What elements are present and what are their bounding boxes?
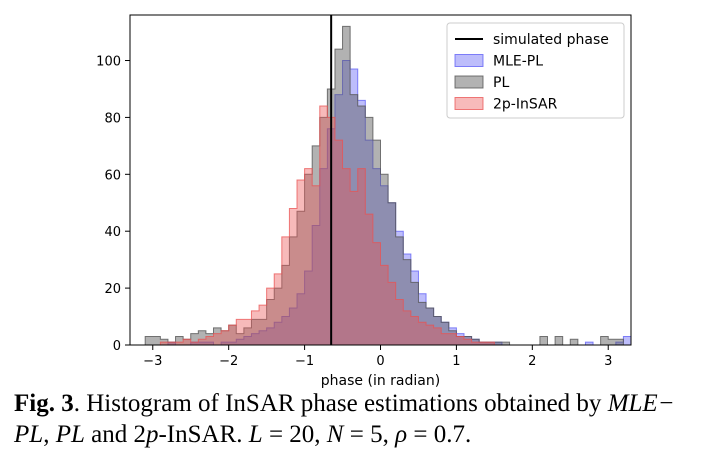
y-tick-label: 40 xyxy=(104,225,121,240)
x-axis-label: phase (in radian) xyxy=(321,373,440,389)
legend-entry: PL xyxy=(454,75,509,91)
caption-text: and 2 xyxy=(84,421,146,448)
y-tick-label: 20 xyxy=(104,282,121,297)
legend: simulated phase MLE-PL PL 2p-InSAR xyxy=(446,22,625,119)
caption-text: , xyxy=(43,421,56,448)
caption-math: ρ xyxy=(395,421,408,448)
legend-label: 2p-InSAR xyxy=(493,97,558,113)
x-tick-label: 2 xyxy=(528,354,536,369)
legend-box xyxy=(446,22,625,119)
x-tick-label: 1 xyxy=(452,354,460,369)
legend-label: simulated phase xyxy=(493,32,609,48)
caption-math: MLE− xyxy=(607,390,675,417)
legend-entry: 2p-InSAR xyxy=(454,97,558,113)
caption-math: p xyxy=(145,421,159,448)
caption-line-1: Fig. 3. Histogram of InSAR phase estimat… xyxy=(14,388,719,419)
caption-line-2: PL, PL and 2p-InSAR. L = 20, N = 5, ρ = … xyxy=(14,419,719,450)
y-tick-label: 60 xyxy=(104,168,121,183)
x-tick-label: −2 xyxy=(219,354,238,369)
legend-entry: MLE-PL xyxy=(454,54,543,70)
figure-caption: Fig. 3. Histogram of InSAR phase estimat… xyxy=(14,388,719,450)
caption-math: PL xyxy=(55,421,85,448)
caption-text: -InSAR. xyxy=(158,421,249,448)
series-mle-pl xyxy=(145,60,631,345)
caption-text: . Histogram of InSAR phase estimations o… xyxy=(73,390,608,417)
x-tick-label: −3 xyxy=(143,354,162,369)
caption-text: = 0.7. xyxy=(407,421,472,448)
series-2p-insar xyxy=(145,105,631,345)
histogram-bars xyxy=(145,60,631,345)
caption-math: PL xyxy=(14,421,44,448)
caption-text: = 20, xyxy=(262,421,327,448)
x-tick-label: 0 xyxy=(376,354,384,369)
caption-text: = 5, xyxy=(343,421,396,448)
legend-swatch xyxy=(454,75,484,89)
plot-area xyxy=(144,15,631,345)
caption-math: L xyxy=(248,421,263,448)
legend-label: MLE-PL xyxy=(493,54,543,70)
x-tick-label: −1 xyxy=(295,354,314,369)
legend-swatch xyxy=(454,97,484,110)
legend-swatch xyxy=(454,54,484,67)
axes: −3 −2 −1 0 1 2 3 0 20 40 60 80 100 phase (in radian) xyxy=(96,14,632,389)
caption-math: N xyxy=(326,421,344,448)
legend-entry: simulated phase xyxy=(455,32,609,48)
histogram-bars xyxy=(145,105,631,345)
x-tick-label: 3 xyxy=(604,354,612,369)
y-tick-label: 100 xyxy=(96,55,121,70)
legend-label: PL xyxy=(493,75,509,91)
caption-fig-label: Fig. 3 xyxy=(14,390,74,417)
y-tick-label: 0 xyxy=(113,339,121,354)
y-tick-label: 80 xyxy=(104,111,121,126)
